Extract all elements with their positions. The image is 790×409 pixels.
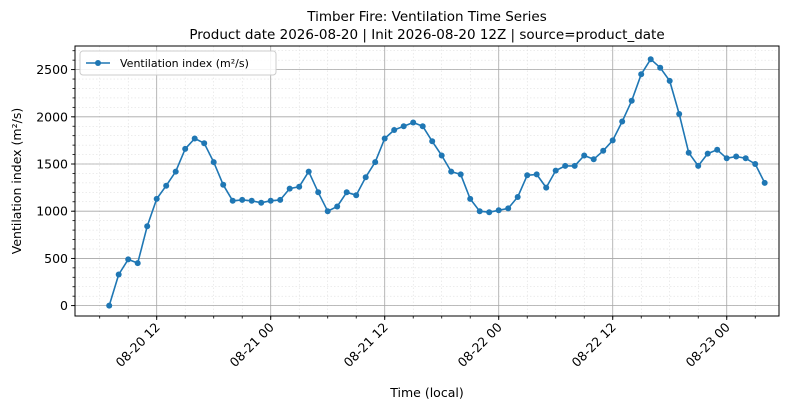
data-point [277,196,284,203]
x-axis: 08-20 12 08-21 00 08-21 12 08-22 00 08-22 12… [99,316,756,370]
y-tick-label: 1500 [36,157,68,172]
data-point [562,162,569,169]
x-tick-label: 08-21 00 [226,319,276,369]
data-point [448,168,455,175]
data-point [752,161,759,167]
data-point [723,155,730,162]
data-point [685,149,692,156]
data-point [619,118,626,125]
data-point [495,207,502,214]
x-tick-label: 08-22 12 [569,320,619,370]
data-point [704,150,711,157]
x-tick-label: 08-22 00 [455,319,505,369]
major-gridlines [75,46,779,316]
data-point [590,156,597,163]
minor-gridlines [75,46,779,316]
data-point [296,183,303,190]
data-point [600,147,607,154]
legend-label: Ventilation index (m²/s) [120,57,249,70]
data-point [543,184,550,191]
data-point [524,172,531,179]
data-point [533,171,540,178]
series-group [106,56,768,309]
data-point [201,140,208,147]
data-point [315,189,322,196]
data-point [581,152,588,159]
data-point [410,119,417,126]
data-point [400,123,407,130]
chart-title: Timber Fire: Ventilation Time Series [306,9,547,25]
y-tick-label: 2000 [36,109,68,124]
data-point [362,174,369,181]
data-point [457,171,464,178]
data-point [372,159,379,166]
data-point [647,56,654,63]
data-point [334,203,341,210]
data-point [714,146,721,153]
y-tick-label: 1000 [36,204,68,219]
data-point [324,208,331,215]
data-point [182,145,189,152]
data-point [125,256,132,263]
y-tick-label: 2500 [36,62,68,77]
data-point [239,196,246,203]
x-tick-label: 08-23 00 [683,319,733,369]
y-tick-label: 0 [60,298,68,313]
data-point [153,195,160,202]
data-point [476,208,483,215]
data-point [505,205,512,212]
data-point [467,195,474,202]
chart-subtitle: Product date 2026-08-20 | Init 2026-08-2… [189,27,664,43]
x-tick-label: 08-20 12 [112,320,162,370]
y-axis: 0 500 1000 1500 2000 2500 [36,50,75,313]
data-point [353,192,360,199]
data-point [220,181,227,188]
plot-area-frame [74,45,780,317]
legend-box [79,50,277,76]
data-point [258,199,265,206]
legend-swatch-marker [95,60,101,66]
data-point [742,155,749,162]
data-point [106,302,113,309]
data-point [163,182,170,189]
legend: Ventilation index (m²/s) [79,50,277,76]
data-point [438,152,445,159]
data-point [210,159,217,166]
data-point [115,271,122,278]
data-point [552,167,559,174]
data-point [286,185,293,192]
data-point [638,71,645,78]
y-tick-label: 500 [44,251,68,266]
x-axis-label: Time (local) [389,385,463,400]
x-tick-label: 08-21 12 [340,320,390,370]
data-point [144,223,151,230]
data-point [571,162,578,169]
data-point [514,194,521,200]
data-point [343,189,350,196]
data-point [657,64,664,71]
data-point [134,260,141,267]
data-point [486,209,493,216]
data-point [676,111,683,117]
data-point [191,135,198,142]
data-point [609,137,616,144]
y-axis-label: Ventilation index (m²/s) [9,108,24,254]
data-point [695,162,702,169]
data-point [248,197,255,204]
data-point [628,97,635,104]
data-point [305,168,312,175]
data-point [229,197,236,204]
data-point [172,168,179,175]
data-point [733,153,740,160]
data-point [666,77,673,84]
data-point [761,179,768,186]
series-line [108,58,766,306]
data-point [381,135,388,142]
data-point [267,197,274,204]
data-point [419,123,426,130]
data-point [391,127,398,133]
data-point [429,138,436,145]
